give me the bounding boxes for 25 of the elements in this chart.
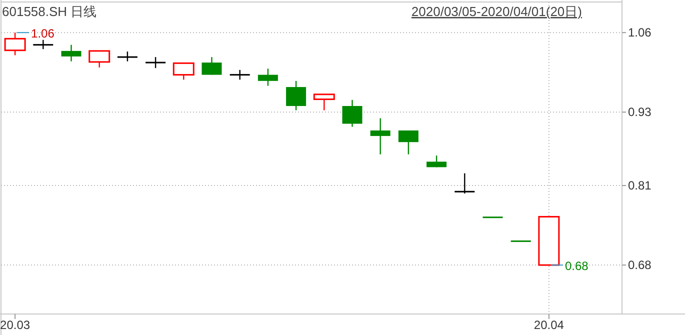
candlestick	[454, 172, 475, 194]
y-tick-label: 0.81	[628, 178, 652, 193]
chart-title: 601558.SH 日线	[2, 4, 97, 19]
candlestick	[202, 56, 222, 76]
candlestick	[286, 80, 306, 111]
candlestick	[172, 62, 194, 80]
candlestick	[146, 56, 166, 69]
candlestick	[61, 44, 82, 62]
y-tick-label: 1.06	[628, 26, 652, 40]
candlestick	[33, 39, 54, 50]
candlestick	[258, 68, 278, 86]
x-tick-label: 20.03	[0, 318, 30, 332]
candlestick	[117, 50, 138, 62]
text: 0.68	[564, 259, 589, 274]
candlestick	[230, 69, 250, 80]
candlestick	[370, 118, 390, 155]
candlestick	[88, 50, 110, 68]
chart-subtitle: 2020/03/05-2020/04/01(20日)	[411, 4, 582, 19]
annotation: 1.06	[31, 26, 55, 41]
y-tick-label: 0.68	[628, 258, 652, 272]
x-tick-label: 20.04	[534, 318, 564, 332]
candlestick	[342, 99, 362, 128]
candlestick	[398, 130, 418, 155]
candlestick	[313, 94, 335, 111]
y-tick-label: 0.93	[628, 105, 652, 120]
